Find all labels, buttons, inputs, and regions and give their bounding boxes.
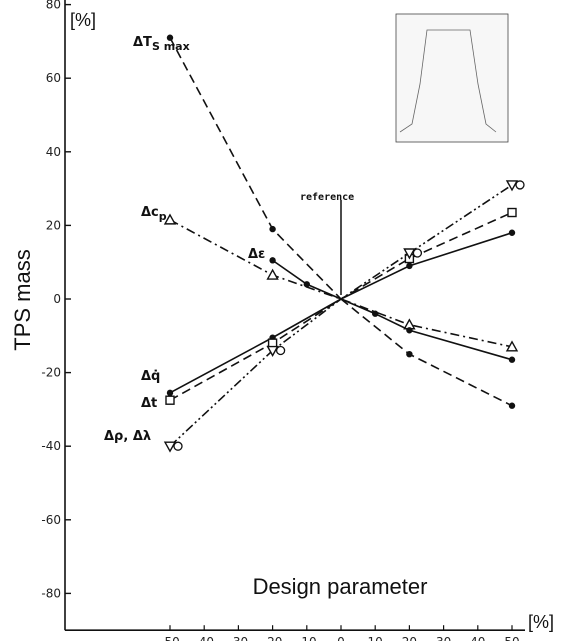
y-tick-label: 20 [46, 218, 61, 232]
y-tick-label: 0 [53, 292, 61, 306]
data-point [406, 351, 413, 358]
y-tick-label: 80 [46, 0, 61, 12]
data-point [163, 441, 177, 453]
data-point [269, 257, 276, 264]
data-point [303, 281, 310, 288]
data-point [508, 356, 516, 363]
series-label-1: Δcp [141, 205, 167, 223]
data-point [275, 345, 286, 356]
series-label-4: Δq̇ [141, 369, 160, 384]
y-tick-label: -40 [41, 439, 61, 453]
data-point [163, 213, 177, 225]
y-axis-title: TPS mass [10, 249, 35, 350]
x-tick-label: 40 [470, 635, 485, 641]
data-point [515, 180, 525, 190]
data-point [372, 310, 379, 317]
series-label-5: Δt [141, 396, 157, 411]
x-tick-label: -50 [160, 635, 180, 641]
x-axis-title: Design parameter [253, 574, 428, 599]
data-point [166, 389, 174, 397]
data-point [166, 34, 174, 41]
series-line-1 [169, 219, 513, 348]
data-point [266, 268, 279, 280]
series-label-2: Δε [248, 247, 265, 262]
x-axis-unit: [%] [528, 612, 554, 632]
x-tick-label: 20 [402, 635, 417, 641]
y-tick-label: -20 [41, 366, 61, 380]
data-point [269, 225, 276, 233]
reference-label: reference [300, 192, 354, 203]
data-point [508, 229, 516, 236]
series-label-0: ΔTS max [133, 35, 190, 53]
x-tick-label: 0 [337, 635, 345, 641]
data-point [406, 262, 413, 270]
data-point [173, 441, 183, 451]
series-line-2 [272, 259, 513, 361]
y-tick-label: 40 [46, 145, 61, 159]
data-point [403, 248, 416, 260]
series-label-subscript: S max [152, 40, 190, 53]
y-tick-label: -80 [41, 586, 61, 600]
data-point [266, 345, 279, 357]
x-tick-label: 50 [504, 635, 519, 641]
series-line-6 [169, 184, 513, 447]
data-point [505, 340, 519, 352]
labels-layer: ΔTS max Δcp Δε Δq̇ Δt Δρ, Δλ [104, 35, 265, 444]
data-point [508, 402, 516, 409]
x-tick-label: -40 [194, 635, 214, 641]
x-tick-label: 10 [368, 635, 383, 641]
inset-plot-icon [395, 13, 509, 143]
data-point [507, 207, 517, 218]
data-point [165, 395, 175, 405]
x-tick-label: 30 [436, 635, 451, 641]
data-point [412, 248, 423, 258]
x-tick-label: -10 [297, 635, 317, 641]
data-point [406, 327, 413, 334]
series-label-6: Δρ, Δλ [104, 429, 151, 444]
y-tick-label: 60 [46, 71, 61, 85]
axes: 80 60 40 20 0 -20 -40 -60 -80 -50 -40 -30 -20 -10 0 10 2… [41, 0, 525, 641]
x-tick-label: -30 [229, 635, 249, 641]
y-tick-label: -60 [41, 513, 61, 527]
y-axis-unit: [%] [70, 10, 96, 30]
series-label-subscript: p [159, 210, 167, 223]
data-point [505, 180, 519, 192]
x-tick-label: -20 [263, 635, 283, 641]
series-layer [163, 34, 525, 453]
